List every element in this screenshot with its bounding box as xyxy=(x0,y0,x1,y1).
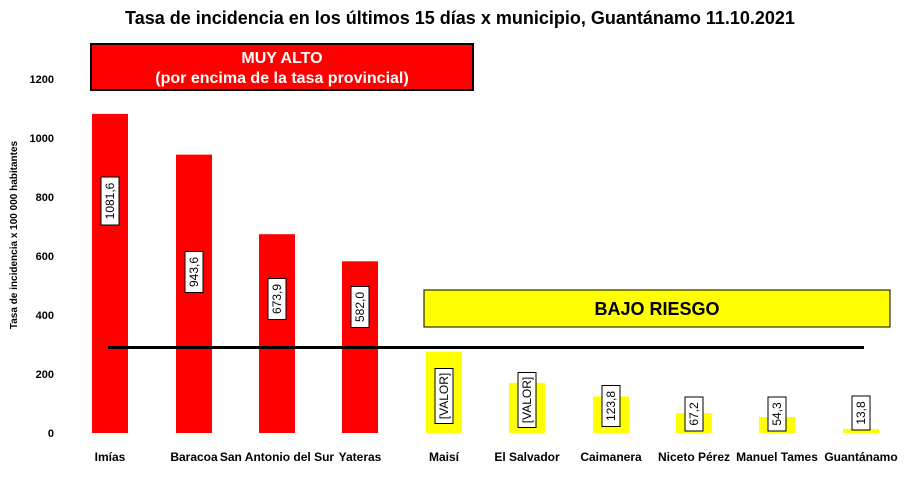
x-tick-label: Niceto Pérez xyxy=(658,450,730,464)
y-tick-label: 1000 xyxy=(30,133,54,145)
data-label-text: 673,9 xyxy=(270,284,284,314)
data-label-box xyxy=(767,396,787,432)
data-label: 1081,6 xyxy=(100,176,120,226)
data-label-text: [VALOR] xyxy=(437,373,451,419)
y-tick-label: 600 xyxy=(36,251,54,263)
bajo-riesgo-text: BAJO RIESGO xyxy=(594,299,719,319)
y-tick-label: 1200 xyxy=(30,74,54,86)
data-label-text: 54,3 xyxy=(770,402,784,426)
x-tick-label: Guantánamo xyxy=(824,450,897,464)
x-tick-label: Caimanera xyxy=(580,450,642,464)
y-tick-label: 400 xyxy=(36,310,54,322)
data-label-box xyxy=(100,176,120,226)
bar xyxy=(259,234,295,433)
muy-alto-subtext: (por encima de la tasa provincial) xyxy=(155,70,408,87)
data-label-text: 123,8 xyxy=(604,391,618,421)
data-label-box xyxy=(267,278,287,320)
data-label: 54,3 xyxy=(767,396,787,432)
bar xyxy=(176,154,212,433)
data-label-box xyxy=(434,368,454,424)
data-label: 123,8 xyxy=(601,385,621,427)
data-labels: 1081,6 943,6 673,9 582,0 [VALOR] [VALOR] 123,8… xyxy=(100,176,871,432)
y-axis-ticks: 0 200 400 600 800 1000 1200 xyxy=(30,74,54,440)
bajo-riesgo-box xyxy=(423,289,891,328)
data-label-text: 943,6 xyxy=(187,257,201,287)
data-label-text: [VALOR] xyxy=(520,377,534,423)
y-tick-label: 800 xyxy=(36,192,54,204)
data-label-box xyxy=(350,286,370,328)
data-label-box xyxy=(601,385,621,427)
bars xyxy=(92,113,879,433)
data-label-box xyxy=(851,395,871,431)
x-axis-categories: Imías Baracoa San Antonio del Sur Yateras Ma… xyxy=(95,450,898,464)
data-label: 673,9 xyxy=(267,278,287,320)
muy-alto-box xyxy=(90,43,474,91)
data-label-text: 13,8 xyxy=(854,401,868,425)
data-label: [VALOR] xyxy=(517,372,537,428)
y-axis-label: Tasa de incidencia x 100 000 habitantes xyxy=(9,140,20,329)
x-tick-label: Baracoa xyxy=(170,450,218,464)
data-label-box xyxy=(517,372,537,428)
annotations: MUY ALTO (por encima de la tasa provincia… xyxy=(90,43,891,349)
x-tick-label: Yateras xyxy=(339,450,382,464)
data-label-box xyxy=(684,396,704,432)
data-label: 943,6 xyxy=(184,251,204,293)
x-tick-label: Manuel Tames xyxy=(736,450,818,464)
data-label-box xyxy=(184,251,204,293)
data-label: [VALOR] xyxy=(434,368,454,424)
data-label-text: 67,2 xyxy=(687,402,701,426)
x-tick-label: Imías xyxy=(95,450,126,464)
x-tick-label: San Antonio del Sur xyxy=(220,450,335,464)
x-tick-label: El Salvador xyxy=(494,450,560,464)
data-label: 67,2 xyxy=(684,396,704,432)
data-label: 13,8 xyxy=(851,395,871,431)
data-label: 582,0 xyxy=(350,286,370,328)
muy-alto-text: MUY ALTO xyxy=(241,50,322,67)
bar xyxy=(843,428,879,433)
bar xyxy=(92,113,128,433)
chart-title: Tasa de incidencia en los últimos 15 día… xyxy=(125,8,795,28)
y-tick-label: 200 xyxy=(36,369,54,381)
data-label-text: 1081,6 xyxy=(103,182,117,219)
x-tick-label: Maisí xyxy=(429,450,460,464)
y-tick-label: 0 xyxy=(48,428,54,440)
data-label-text: 582,0 xyxy=(353,292,367,322)
